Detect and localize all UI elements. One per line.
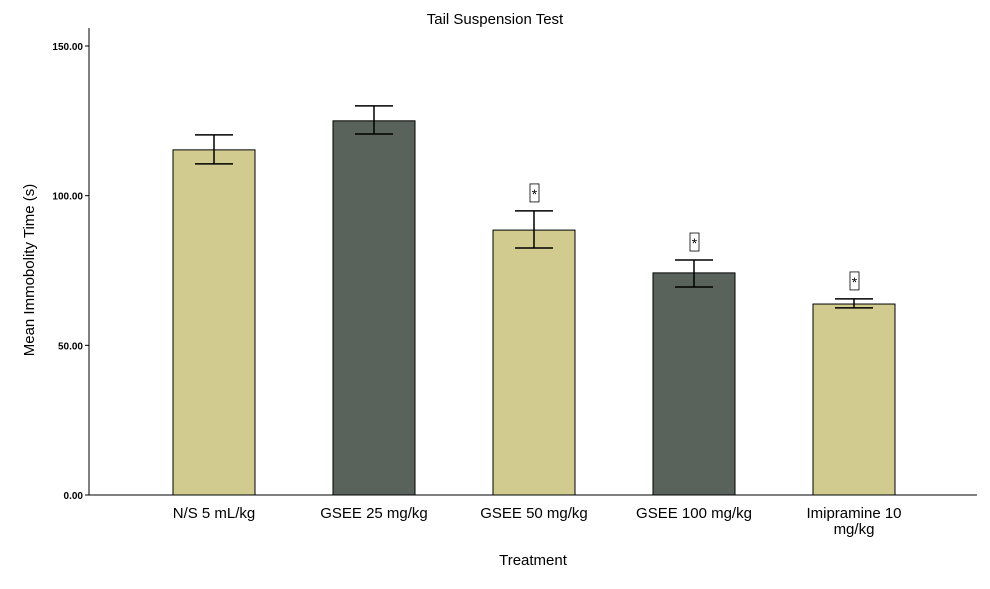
y-axis-label: Mean Immobolity Time (s) xyxy=(21,184,38,357)
x-axis-label: Treatment xyxy=(499,552,568,569)
bar xyxy=(332,120,416,496)
significance-box xyxy=(849,271,860,291)
y-tick-label: 50.00 xyxy=(58,341,83,352)
significance-annotation: * xyxy=(532,186,538,202)
x-tick-label: GSEE 50 mg/kg xyxy=(480,505,588,522)
x-tick-label: GSEE 25 mg/kg xyxy=(320,505,428,522)
y-tick-label: 0.00 xyxy=(64,491,84,502)
x-tick-label: mg/kg xyxy=(834,521,875,538)
significance-box xyxy=(689,232,700,252)
significance-box xyxy=(529,183,540,203)
bar xyxy=(652,272,736,496)
bar xyxy=(172,149,256,496)
y-tick-label: 100.00 xyxy=(52,192,83,203)
significance-annotation: * xyxy=(692,235,698,251)
x-tick-label: Imipramine 10 xyxy=(806,505,901,522)
x-tick-label: GSEE 100 mg/kg xyxy=(636,505,752,522)
y-tick-label: 150.00 xyxy=(52,42,83,53)
bar xyxy=(812,303,896,496)
x-tick-label: N/S 5 mL/kg xyxy=(173,505,256,522)
significance-annotation: * xyxy=(852,274,858,290)
bar xyxy=(492,229,576,496)
chart-title: Tail Suspension Test xyxy=(427,11,564,28)
